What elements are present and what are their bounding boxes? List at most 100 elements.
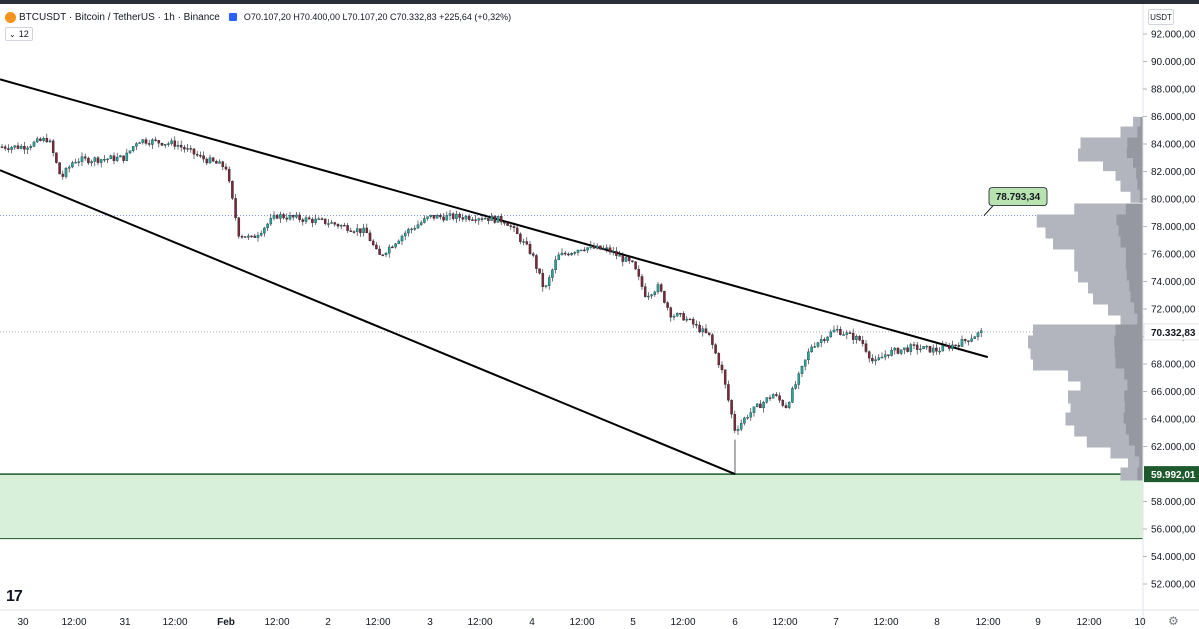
indicators-toggle[interactable]: ⌄ 12 <box>5 27 33 41</box>
candle <box>605 247 609 249</box>
candle <box>96 157 100 163</box>
candle <box>115 156 119 161</box>
candle <box>595 245 599 249</box>
candle <box>423 218 426 223</box>
candle <box>602 248 605 250</box>
candle <box>387 246 391 254</box>
candle <box>608 247 612 253</box>
candle <box>122 155 125 161</box>
candle <box>311 218 314 223</box>
candle <box>688 318 692 321</box>
tradingview-logo[interactable]: 17 <box>6 588 23 605</box>
candle <box>195 154 199 156</box>
gear-icon[interactable]: ⚙ <box>1168 614 1179 628</box>
candle <box>13 145 17 148</box>
candle <box>656 284 660 293</box>
candle <box>887 354 890 356</box>
candle <box>349 230 353 232</box>
candle <box>909 344 913 352</box>
symbol-header[interactable]: BTCUSDT · Bitcoin / TetherUS · 1h · Bina… <box>5 9 511 25</box>
candle <box>877 357 881 360</box>
candle <box>483 218 487 220</box>
time-tick-label: 2 <box>325 617 331 628</box>
candle <box>768 397 772 399</box>
volume-profile-bar-inner <box>1130 291 1143 305</box>
candle <box>487 218 490 221</box>
annotation-box[interactable] <box>988 187 1048 206</box>
support-zone <box>0 474 1143 539</box>
candle <box>551 269 554 278</box>
price-tick-label: 64.000,00 <box>1151 415 1196 426</box>
candle <box>954 344 957 347</box>
candle <box>362 227 365 233</box>
candle <box>224 166 228 170</box>
candle <box>384 253 388 255</box>
candle <box>0 146 4 148</box>
candle <box>445 215 449 221</box>
candle <box>455 213 458 219</box>
symbol-title[interactable]: BTCUSDT · Bitcoin / TetherUS · 1h · Bina… <box>19 11 220 23</box>
currency-button[interactable]: USDT <box>1148 9 1174 25</box>
candle <box>160 142 164 146</box>
candle <box>717 353 721 366</box>
support-price-label: 59.992,01 <box>1151 470 1196 481</box>
candle <box>880 356 884 359</box>
trendline-lower[interactable] <box>0 169 736 476</box>
price-tick-label: 78.000,00 <box>1151 222 1196 233</box>
candle <box>851 332 855 340</box>
candle <box>781 400 785 406</box>
candle <box>544 285 548 287</box>
candle <box>413 228 417 230</box>
candle <box>167 143 170 145</box>
candle <box>592 245 596 249</box>
time-tick-label: 5 <box>630 617 636 628</box>
candle <box>336 224 340 227</box>
candle <box>419 222 423 225</box>
volume-profile-bar-inner <box>1124 401 1143 415</box>
candle <box>503 221 506 224</box>
candle <box>477 218 481 221</box>
candle <box>922 346 925 350</box>
candle <box>442 216 445 221</box>
candle <box>183 147 186 150</box>
candle <box>944 345 948 347</box>
volume-profile-bar-inner <box>1137 313 1143 327</box>
candle <box>730 400 733 415</box>
candle <box>845 332 849 335</box>
candle <box>199 155 202 157</box>
candle <box>298 214 301 220</box>
volume-profile-bar-inner <box>1129 280 1143 294</box>
candle <box>55 152 58 163</box>
candle <box>103 159 106 161</box>
candle <box>784 405 788 408</box>
candle <box>858 336 861 341</box>
candle <box>794 384 797 389</box>
flag-icon[interactable] <box>228 13 237 21</box>
candle <box>259 232 263 236</box>
volume-profile-bar-inner <box>1115 357 1143 371</box>
candle <box>631 260 634 262</box>
candle <box>272 214 276 219</box>
volume-profile-bar-inner <box>1125 258 1143 272</box>
candle <box>58 162 61 175</box>
candle <box>144 139 148 144</box>
time-tick-label: 9 <box>1035 617 1041 628</box>
candle <box>99 159 103 163</box>
candle <box>39 138 42 141</box>
candle <box>381 254 385 256</box>
candle <box>627 257 631 261</box>
candle <box>896 347 900 354</box>
candle <box>346 225 349 231</box>
candle <box>51 140 55 154</box>
candle <box>327 223 330 225</box>
candle <box>759 403 762 409</box>
volume-profile-bar-inner <box>1114 346 1143 360</box>
candle <box>800 366 804 374</box>
candle <box>317 218 321 220</box>
candle <box>135 143 138 147</box>
candle <box>378 248 381 255</box>
candle <box>554 259 557 271</box>
candle <box>963 339 967 341</box>
candle <box>711 334 714 345</box>
